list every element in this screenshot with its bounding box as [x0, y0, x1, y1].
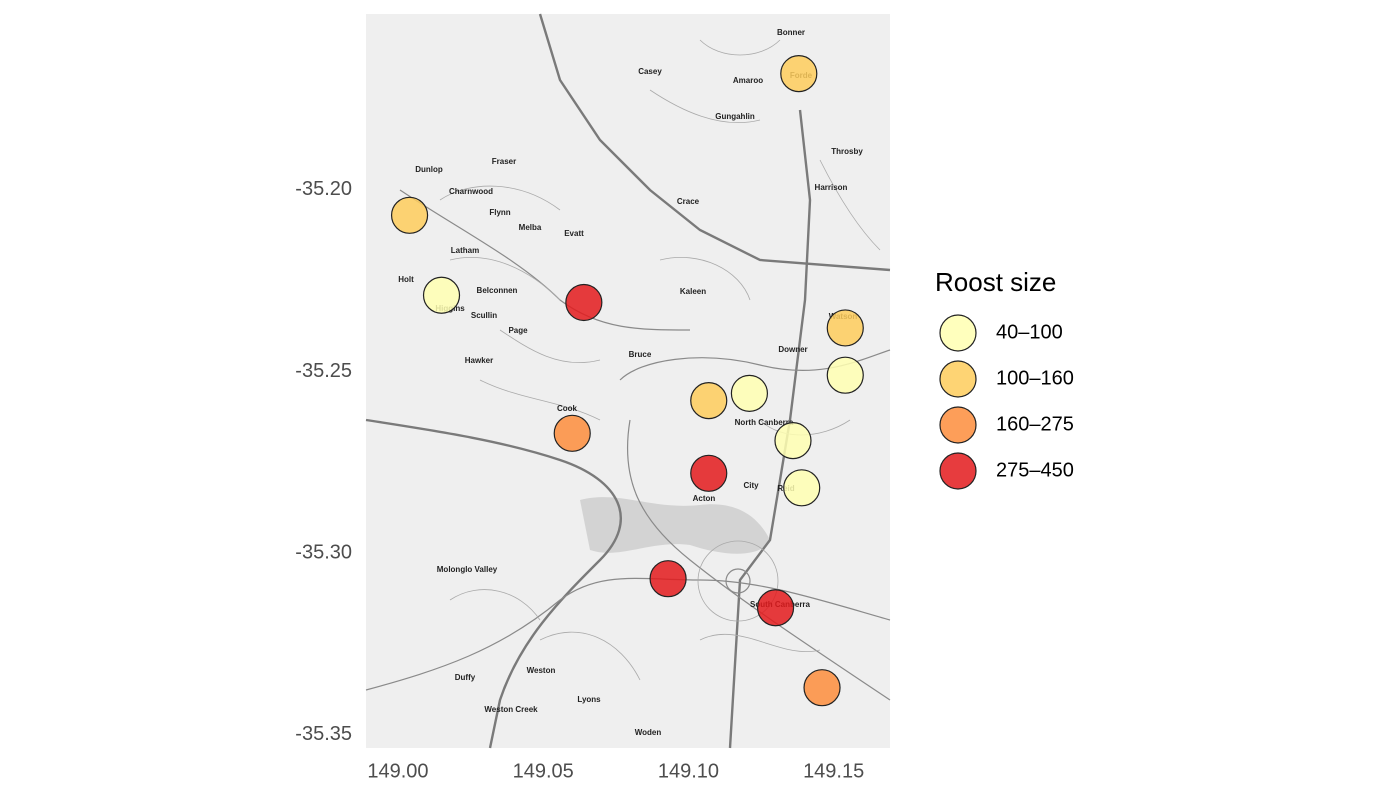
- roost-point: [780, 54, 818, 93]
- y-tick-label: -35.20: [295, 178, 352, 200]
- place-label: Gungahlin: [715, 112, 755, 121]
- place-label: Bonner: [777, 28, 805, 37]
- place-label: Weston: [527, 666, 556, 675]
- place-label: City: [743, 481, 759, 490]
- place-label: Acton: [693, 494, 716, 503]
- place-label: Fraser: [492, 157, 516, 166]
- map-background: [366, 14, 890, 748]
- roost-point: [390, 196, 429, 234]
- legend-swatch: [939, 360, 977, 398]
- place-label: Belconnen: [477, 286, 518, 295]
- place-label: Latham: [451, 246, 479, 255]
- y-tick-label: -35.25: [295, 360, 352, 382]
- roost-point: [422, 276, 461, 314]
- place-label: Scullin: [471, 311, 497, 320]
- place-label: Duffy: [455, 673, 476, 682]
- place-label: Evatt: [564, 229, 584, 238]
- legend-swatch: [939, 314, 977, 352]
- roost-point: [649, 560, 687, 598]
- roost-point: [756, 589, 795, 627]
- roost-point: [690, 382, 728, 420]
- place-label: Downer: [778, 345, 807, 354]
- roost-point: [783, 469, 821, 507]
- basemap: [365, 13, 891, 749]
- place-label: Dunlop: [415, 165, 443, 174]
- legend-label: 100–160: [996, 367, 1074, 389]
- y-tick-label: -35.35: [295, 723, 352, 745]
- ring-road: [697, 540, 779, 622]
- place-label: Lyons: [577, 695, 601, 704]
- legend-title: Roost size: [935, 267, 1056, 297]
- place-label: Melba: [519, 223, 542, 232]
- lake: [580, 497, 770, 554]
- road: [626, 419, 891, 701]
- place-label: Crace: [677, 197, 700, 206]
- place-label: Page: [508, 326, 528, 335]
- y-tick-label: -35.30: [295, 542, 352, 564]
- roost-point: [774, 421, 812, 460]
- legend-swatch: [939, 452, 977, 490]
- place-label: Amaroo: [733, 76, 763, 85]
- x-tick-label: 149.05: [513, 760, 574, 782]
- place-label: Molonglo Valley: [437, 565, 498, 574]
- road: [365, 577, 891, 691]
- road: [365, 418, 622, 749]
- place-label: Casey: [638, 67, 662, 76]
- place-label: Bruce: [629, 350, 652, 359]
- roost-point: [690, 454, 728, 492]
- road: [728, 109, 812, 749]
- legend-swatch: [939, 406, 977, 444]
- place-label: Cook: [557, 404, 578, 413]
- place-label: Harrison: [815, 183, 848, 192]
- place-label: Holt: [398, 275, 414, 284]
- place-label: Hawker: [465, 356, 493, 365]
- legend-label: 275–450: [996, 459, 1074, 481]
- roost-point: [565, 283, 603, 322]
- place-label: Throsby: [831, 147, 863, 156]
- place-label: North Canberra: [735, 418, 794, 427]
- place-label: Kaleen: [680, 287, 706, 296]
- legend-label: 160–275: [996, 413, 1074, 435]
- road: [538, 13, 891, 272]
- place-label: Flynn: [489, 208, 510, 217]
- roost-point: [826, 356, 864, 394]
- roost-point: [730, 374, 769, 412]
- place-label: Woden: [635, 728, 662, 737]
- x-tick-label: 149.10: [658, 760, 719, 782]
- place-label: Weston Creek: [484, 705, 538, 714]
- roost-point: [803, 669, 841, 707]
- roost-point: [553, 414, 591, 452]
- place-label: Charnwood: [449, 187, 493, 196]
- legend-label: 40–100: [996, 321, 1063, 343]
- x-tick-label: 149.00: [367, 760, 428, 782]
- road: [619, 349, 891, 381]
- x-tick-label: 149.15: [803, 760, 864, 782]
- roundabout: [725, 568, 751, 594]
- roost-point: [826, 309, 864, 347]
